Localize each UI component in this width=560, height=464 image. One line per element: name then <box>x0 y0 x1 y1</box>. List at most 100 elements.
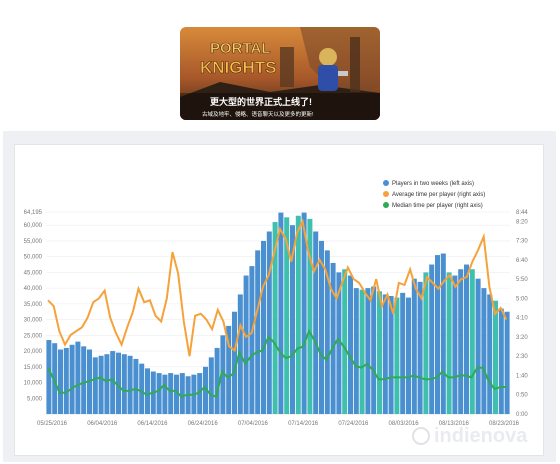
legend-players-marker <box>383 180 389 186</box>
players-bar <box>458 269 464 414</box>
players-bar <box>487 294 493 414</box>
legend-median: Median time per player (right axis) <box>392 203 483 209</box>
players-bar <box>359 289 365 414</box>
legend-players: Players in two weeks (left axis) <box>392 181 474 187</box>
players-bar <box>290 225 295 414</box>
players-bar <box>324 250 330 414</box>
legend-average: Average time per player (right axis) <box>392 192 485 198</box>
players-bar <box>261 240 266 414</box>
players-bar <box>429 264 435 414</box>
players-bar <box>353 288 359 414</box>
x-tick-label: 08/03/2016 <box>389 421 420 427</box>
players-bar <box>307 218 313 414</box>
players-bar <box>319 240 324 414</box>
right-tick-label: 0:50 <box>516 393 528 399</box>
players-bar <box>365 288 371 414</box>
players-bar <box>232 311 237 414</box>
watermark: indienova <box>412 425 528 447</box>
players-bar <box>139 363 145 414</box>
left-tick-label: 20,000 <box>24 349 43 355</box>
right-tick-label: 5:50 <box>516 277 528 283</box>
right-tick-label: 2:30 <box>516 354 528 360</box>
right-tick-label: 6:40 <box>516 258 528 264</box>
right-tick-label: 8:20 <box>516 219 528 225</box>
players-bar <box>243 275 249 414</box>
players-bar <box>469 269 475 414</box>
right-tick-label: 0:00 <box>516 412 528 418</box>
x-tick-label: 06/04/2016 <box>87 421 118 427</box>
players-bar <box>464 264 469 414</box>
players-bar <box>92 357 98 414</box>
players-bar <box>249 266 255 414</box>
players-bar <box>156 373 162 414</box>
x-tick-label: 05/25/2016 <box>37 421 68 427</box>
players-bar <box>295 215 301 414</box>
players-bar <box>498 308 504 414</box>
left-axis-ticks: 64,195 60,000 55,000 50,000 45,000 40,000 35,0… <box>24 210 43 402</box>
players-bar <box>336 272 342 414</box>
players-bar <box>278 212 284 414</box>
players-bar <box>121 354 127 414</box>
left-tick-label: 5,000 <box>27 396 43 402</box>
right-tick-label: 7:30 <box>516 239 528 245</box>
left-tick-label: 35,000 <box>24 302 43 308</box>
left-tick-label: 30,000 <box>24 318 43 324</box>
x-tick-label: 06/14/2016 <box>137 421 168 427</box>
players-bar <box>284 217 290 414</box>
x-tick-label: 07/04/2016 <box>238 421 269 427</box>
players-bar <box>301 212 307 414</box>
right-tick-label: 5:00 <box>516 296 528 302</box>
players-bar <box>255 250 261 414</box>
players-bars <box>46 212 510 414</box>
players-bar <box>162 374 168 414</box>
players-bar <box>197 373 203 414</box>
left-tick-label: 45,000 <box>24 270 43 276</box>
right-axis-ticks: 8:44 8:20 7:30 6:40 5:50 5:00 4:10 3:20 2:30 1:40… <box>516 210 528 418</box>
legend-median-marker <box>383 202 389 208</box>
players-bar <box>174 374 179 414</box>
players-bar <box>423 272 429 414</box>
watermark-icon <box>412 427 430 445</box>
knight-head <box>319 48 337 66</box>
players-bar <box>110 351 116 414</box>
players-bar <box>417 281 423 414</box>
x-tick-label: 07/24/2016 <box>338 421 369 427</box>
players-bar <box>208 357 214 414</box>
players-bar <box>168 373 174 414</box>
players-bar <box>342 269 348 414</box>
game-banner[interactable]: PORTAL KNIGHTS 更大型的世界正式上线了! 古域及地牢、侵略、语音聊… <box>180 27 380 120</box>
players-bar <box>75 341 81 414</box>
players-bar <box>475 278 481 414</box>
players-bar <box>440 253 446 414</box>
players-bar <box>133 358 139 414</box>
knight-body <box>318 65 338 91</box>
left-tick-label: 40,000 <box>24 286 43 292</box>
left-tick-label: 10,000 <box>24 381 43 387</box>
players-bar <box>377 291 382 414</box>
players-bar <box>371 286 377 414</box>
left-tick-label: 15,000 <box>24 365 43 371</box>
banner-subline: 古域及地牢、侵略、语音聊天以及更多的更新! <box>202 110 314 118</box>
players-bar <box>330 262 336 414</box>
logo-knights: KNIGHTS <box>200 58 277 77</box>
banner-artwork: PORTAL KNIGHTS 更大型的世界正式上线了! 古域及地牢、侵略、语音聊… <box>180 27 380 120</box>
players-bar <box>98 355 104 414</box>
average-time-line <box>47 218 508 357</box>
right-tick-label: 8:44 <box>516 210 528 216</box>
right-tick-label: 1:40 <box>516 373 528 379</box>
players-bar <box>266 231 272 414</box>
players-bar <box>446 272 452 414</box>
x-tick-label: 08/23/2016 <box>489 421 520 427</box>
players-bar <box>400 292 406 414</box>
players-bar <box>46 340 52 414</box>
players-bar <box>394 297 400 414</box>
watermark-text: indienova <box>434 425 528 447</box>
players-bar <box>272 222 278 414</box>
banner-headline: 更大型的世界正式上线了! <box>210 96 312 107</box>
x-tick-label: 07/14/2016 <box>288 421 319 427</box>
players-bar <box>481 288 487 414</box>
players-bar <box>81 346 87 414</box>
players-bar <box>406 297 411 414</box>
median-time-line <box>47 328 507 399</box>
players-bar <box>52 343 58 414</box>
